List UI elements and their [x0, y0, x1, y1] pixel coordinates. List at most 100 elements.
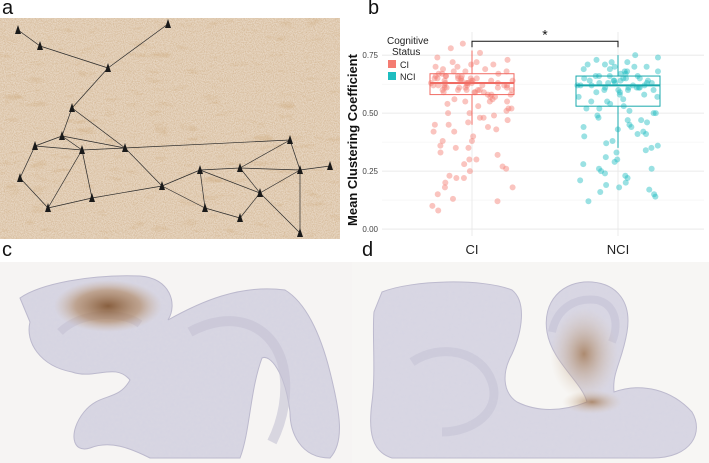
data-point [636, 75, 643, 82]
neuron-node [89, 193, 95, 202]
data-point [462, 84, 469, 91]
data-point [624, 175, 631, 182]
legend-title-line1: Cognitive [387, 36, 429, 47]
data-point [456, 84, 463, 91]
data-point [443, 73, 450, 80]
data-point [585, 198, 592, 205]
data-point [503, 107, 510, 114]
data-point [504, 56, 511, 63]
network-edge [161, 169, 201, 187]
data-point [458, 75, 465, 82]
box-plots [429, 50, 661, 148]
data-point [604, 98, 611, 105]
data-point [455, 75, 462, 82]
brown-stained-region [550, 308, 618, 400]
network-graph-overlay [17, 23, 331, 234]
data-point [616, 89, 623, 96]
data-point [652, 110, 659, 117]
data-point [459, 40, 466, 47]
data-point [434, 191, 441, 198]
data-point [494, 198, 501, 205]
network-edge [199, 169, 206, 209]
data-point [454, 86, 461, 93]
data-point [593, 89, 600, 96]
neuron-node [159, 181, 165, 190]
network-edge [259, 192, 301, 234]
data-point [471, 89, 478, 96]
legend-label-nci: NCI [400, 72, 416, 82]
neuron-node [17, 173, 23, 182]
network-edge [17, 29, 41, 47]
data-point [489, 96, 496, 103]
data-point [473, 75, 480, 82]
panel-label-c: c [2, 239, 12, 261]
data-point [601, 170, 608, 177]
data-point [654, 93, 661, 100]
data-point [468, 61, 475, 68]
data-point [597, 188, 604, 195]
data-point [632, 52, 639, 59]
neuron-node [45, 203, 51, 212]
data-point [594, 112, 601, 119]
data-point [609, 137, 616, 144]
neuron-node [69, 103, 75, 112]
data-point [458, 73, 465, 80]
data-point [638, 117, 645, 124]
network-edge [47, 149, 83, 209]
network-edge [161, 185, 206, 209]
data-point [617, 77, 624, 84]
data-point [595, 114, 602, 121]
network-edge [199, 167, 241, 171]
data-point [437, 142, 444, 149]
data-point [480, 114, 487, 121]
data-point [435, 207, 442, 214]
data-point [508, 105, 515, 112]
data-point [504, 84, 511, 91]
network-edge [124, 147, 163, 187]
data-point [441, 184, 448, 191]
data-point [447, 45, 454, 52]
y-axis-title: Mean Clustering Coefficient [345, 53, 360, 226]
box-iqr [575, 75, 661, 107]
neuron-nodes [15, 19, 333, 237]
network-edge [289, 139, 301, 171]
panel-label-d: d [362, 239, 374, 261]
neuron-node [237, 163, 243, 172]
data-point [620, 96, 627, 103]
x-tick-label: NCI [607, 242, 629, 257]
neuron-node [37, 41, 43, 50]
data-point [601, 86, 608, 93]
neuron-node [287, 135, 293, 144]
y-tick-labels: 0.00 0.25 0.50 0.75 [362, 51, 378, 234]
network-edge [47, 197, 93, 209]
data-point [588, 98, 595, 105]
network-edge [81, 149, 93, 199]
data-point [434, 75, 441, 82]
data-point [580, 124, 587, 131]
data-point [492, 93, 499, 100]
neuron-node [122, 143, 128, 152]
network-edge [34, 135, 63, 147]
neuron-node [202, 203, 208, 212]
data-point [429, 202, 436, 209]
x-tick-label: CI [466, 242, 479, 257]
data-point [473, 156, 480, 163]
data-point [643, 63, 650, 70]
data-point [473, 59, 480, 66]
network-edge [61, 107, 73, 137]
neuron-node [15, 25, 21, 34]
data-point [442, 179, 449, 186]
data-point [586, 77, 593, 84]
data-point [622, 179, 629, 186]
data-point [634, 131, 641, 137]
data-point [505, 105, 512, 112]
y-tick-label: 0.25 [362, 167, 378, 176]
data-point [476, 86, 483, 93]
data-point [650, 110, 657, 117]
network-edge [71, 107, 126, 149]
data-point [443, 84, 450, 91]
data-point [581, 75, 588, 82]
y-tick-label: 0.75 [362, 51, 378, 60]
data-point [606, 66, 613, 73]
legend-swatch-nci [388, 72, 396, 80]
